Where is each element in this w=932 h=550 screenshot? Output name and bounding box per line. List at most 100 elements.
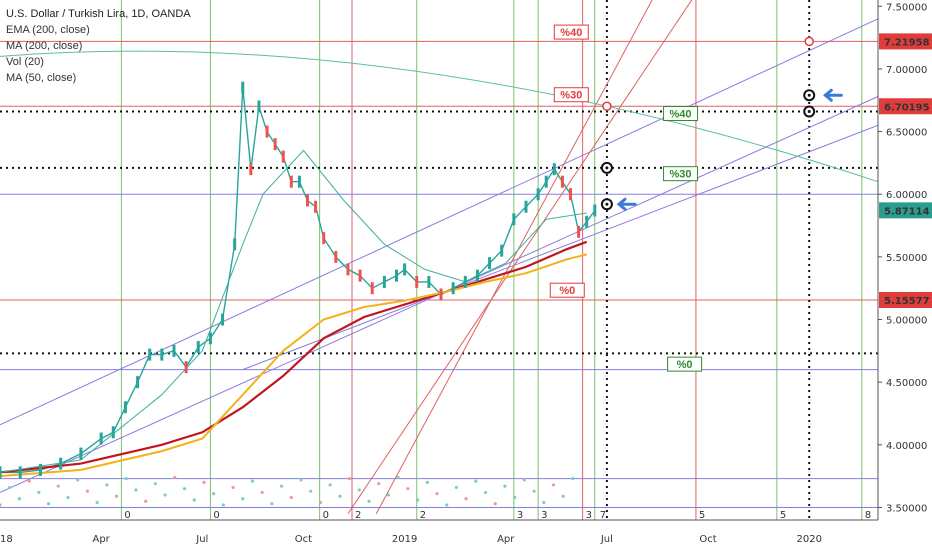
cycle-number-10: 8 bbox=[865, 510, 871, 521]
target-marker-dot-1 bbox=[605, 203, 608, 206]
volume-dot-22 bbox=[212, 492, 215, 495]
legend-ma200[interactable]: MA (200, close) bbox=[6, 38, 191, 54]
candle-40 bbox=[476, 270, 479, 282]
volume-dot-58 bbox=[562, 495, 565, 498]
y-tick-label-5: 5.00000 bbox=[886, 316, 927, 327]
volume-dot-24 bbox=[231, 486, 234, 489]
volume-dot-56 bbox=[542, 501, 545, 504]
volume-dot-41 bbox=[397, 476, 400, 479]
target-marker-dot-2 bbox=[808, 94, 811, 97]
candle-39 bbox=[464, 276, 467, 288]
candle-25 bbox=[306, 194, 309, 206]
chart-title: U.S. Dollar / Turkish Lira, 1D, OANDA bbox=[6, 6, 191, 22]
candle-52 bbox=[593, 205, 596, 217]
cycle-number-11: 7 bbox=[600, 510, 606, 521]
cycle-number-7: 3 bbox=[586, 510, 592, 521]
volume-dot-49 bbox=[474, 480, 477, 483]
candle-23 bbox=[290, 176, 293, 188]
annotation-label-3: %40 bbox=[670, 109, 692, 121]
candle-11 bbox=[172, 345, 175, 357]
cycle-number-8: 5 bbox=[699, 510, 705, 521]
volume-dot-54 bbox=[523, 478, 526, 481]
arrow-icon-1 bbox=[825, 90, 841, 100]
series-ema-200-close- bbox=[0, 242, 587, 473]
y-tick-label-1: 7.00000 bbox=[886, 65, 927, 76]
volume-dot-13 bbox=[125, 477, 128, 480]
x-tick-label-2: Jul bbox=[195, 534, 208, 545]
volume-dot-21 bbox=[202, 481, 205, 484]
candle-14 bbox=[209, 332, 212, 344]
x-tick-label-4: 2019 bbox=[392, 534, 417, 545]
volume-dot-26 bbox=[251, 480, 254, 483]
volume-dot-12 bbox=[115, 495, 118, 498]
volume-dot-52 bbox=[503, 485, 506, 488]
volume-dot-57 bbox=[552, 483, 555, 486]
volume-dot-15 bbox=[144, 500, 147, 503]
candle-46 bbox=[545, 176, 548, 188]
candle-3 bbox=[59, 458, 62, 470]
annotation-label-0: %40 bbox=[560, 27, 582, 39]
candle-1 bbox=[19, 466, 22, 478]
candle-4 bbox=[79, 448, 82, 460]
annotation-label-2: %0 bbox=[559, 285, 575, 297]
price-label-1: 6.70195 bbox=[884, 102, 930, 113]
volume-dot-29 bbox=[280, 485, 283, 488]
candle-43 bbox=[512, 213, 515, 225]
candle-50 bbox=[577, 226, 580, 238]
volume-dot-3 bbox=[28, 480, 31, 483]
volume-dot-33 bbox=[319, 501, 322, 504]
volume-dot-44 bbox=[426, 481, 429, 484]
red-marker-1 bbox=[805, 37, 813, 45]
channel-line-2 bbox=[243, 125, 878, 369]
y-tick-label-0: 7.50000 bbox=[886, 2, 927, 13]
volume-dot-32 bbox=[309, 490, 312, 493]
candle-0 bbox=[0, 466, 2, 478]
volume-dot-50 bbox=[484, 491, 487, 494]
y-tick-label-6: 4.50000 bbox=[886, 378, 927, 389]
volume-dot-47 bbox=[455, 486, 458, 489]
volume-dot-35 bbox=[338, 495, 341, 498]
series-ma-50-close- bbox=[0, 150, 587, 472]
candle-15 bbox=[221, 314, 224, 326]
x-tick-label-6: Jul bbox=[600, 534, 613, 545]
candle-16 bbox=[233, 238, 236, 250]
candle-5 bbox=[100, 433, 103, 445]
candle-33 bbox=[395, 270, 398, 282]
candle-12 bbox=[185, 361, 188, 373]
legend-vol20[interactable]: Vol (20) bbox=[6, 54, 191, 70]
candle-17 bbox=[241, 82, 244, 94]
volume-dot-38 bbox=[367, 500, 370, 503]
volume-dot-39 bbox=[377, 482, 380, 485]
volume-dot-59 bbox=[571, 477, 574, 480]
volume-dot-53 bbox=[513, 496, 516, 499]
legend-ema200[interactable]: EMA (200, close) bbox=[6, 22, 191, 38]
volume-dot-25 bbox=[241, 497, 244, 500]
fan-line-1 bbox=[376, 0, 655, 514]
volume-dot-51 bbox=[494, 502, 497, 505]
legend-ma50[interactable]: MA (50, close) bbox=[6, 70, 191, 86]
chart-legend: U.S. Dollar / Turkish Lira, 1D, OANDA EM… bbox=[6, 6, 191, 86]
volume-dot-16 bbox=[154, 482, 157, 485]
volume-dot-19 bbox=[183, 487, 186, 490]
candle-18 bbox=[249, 163, 252, 175]
volume-dot-36 bbox=[348, 477, 351, 480]
candle-29 bbox=[346, 263, 349, 275]
volume-dot-1 bbox=[8, 486, 11, 489]
candle-47 bbox=[553, 163, 556, 175]
candle-2 bbox=[39, 464, 42, 476]
volume-dot-28 bbox=[270, 502, 273, 505]
target-marker-dot-0 bbox=[605, 166, 608, 169]
volume-dot-23 bbox=[222, 503, 225, 506]
volume-dot-4 bbox=[37, 491, 40, 494]
x-tick-label-8: 2020 bbox=[796, 534, 821, 545]
candle-42 bbox=[500, 245, 503, 257]
volume-dot-8 bbox=[76, 478, 79, 481]
candle-44 bbox=[524, 201, 527, 213]
x-tick-label-7: Oct bbox=[699, 534, 716, 545]
candle-7 bbox=[124, 401, 127, 413]
cycle-number-1: 0 bbox=[213, 510, 219, 521]
target-marker-dot-3 bbox=[808, 110, 811, 113]
x-tick-label-3: Oct bbox=[295, 534, 312, 545]
annotation-label-1: %30 bbox=[560, 90, 582, 102]
candle-49 bbox=[569, 188, 572, 200]
